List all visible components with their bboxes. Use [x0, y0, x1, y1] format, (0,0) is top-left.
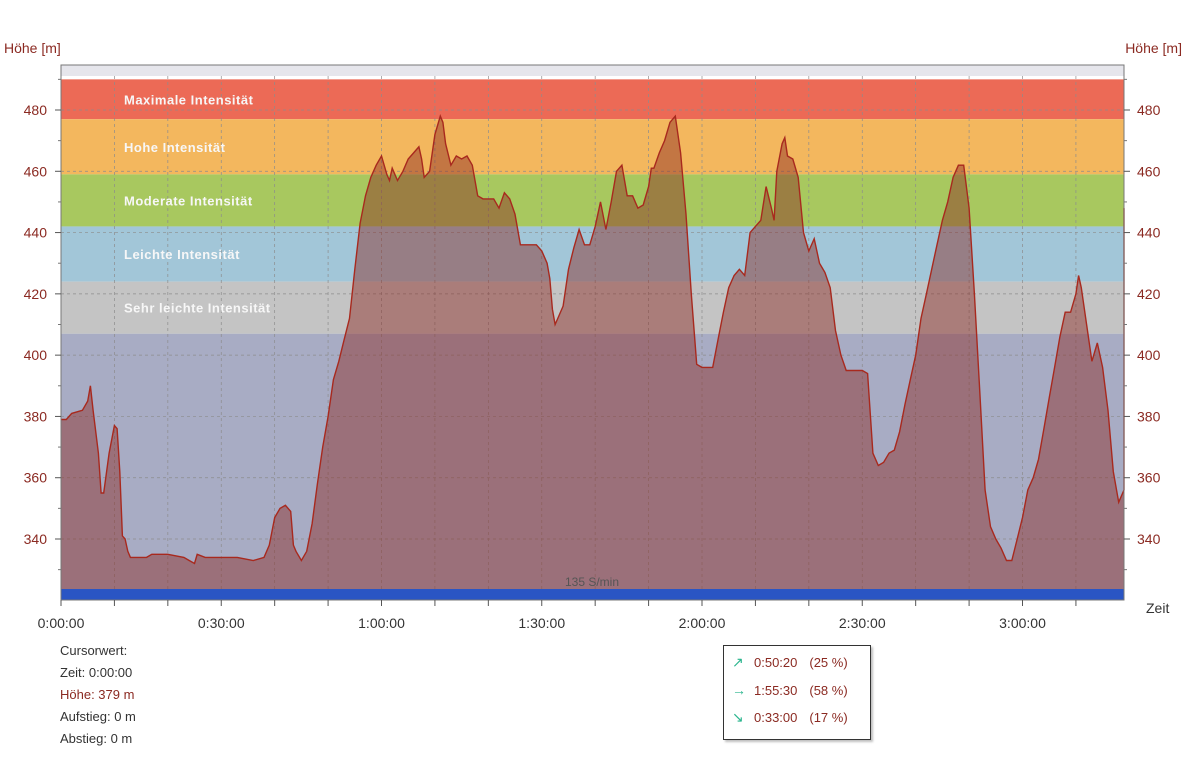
elevation-area	[61, 114, 1125, 589]
y-tick-label-left: 460	[24, 163, 48, 179]
intensity-zone	[61, 79, 1124, 120]
x-tick-label: 3:00:00	[999, 615, 1046, 631]
y-tick-label-right: 360	[1137, 470, 1161, 486]
zone-label: Sehr leichte Intensität	[124, 301, 271, 316]
stats-time: 1:55:30	[754, 683, 798, 698]
plot-frame	[60, 64, 1125, 601]
intensity-zone	[61, 174, 1124, 227]
x-tick-label: 0:00:00	[38, 615, 85, 631]
cursor-height: Höhe: 379 m	[60, 687, 135, 702]
y-tick-label-left: 340	[24, 531, 48, 547]
intensity-zone	[61, 119, 1124, 175]
y-tick-label-right: 400	[1137, 347, 1161, 363]
arrow-up-right-icon: ↗	[732, 654, 744, 670]
intensity-zone	[61, 281, 1124, 334]
x-tick-label: 1:00:00	[358, 615, 405, 631]
y-tick-label-left: 440	[24, 225, 48, 241]
arrow-down-right-icon: ↘	[732, 709, 744, 725]
intensity-zone	[61, 333, 1124, 589]
y-axis-label-right: Höhe [m]	[1125, 40, 1182, 56]
x-tick-label: 1:30:00	[518, 615, 565, 631]
gradient-stats-box: ↗ 0:50:20 (25 %) → 1:55:30 (58 %) ↘ 0:33:00 (1…	[723, 645, 871, 740]
stats-row-flat: → 1:55:30 (58 %)	[732, 682, 848, 698]
y-tick-label-right: 480	[1137, 102, 1161, 118]
elevation-area-fill	[61, 116, 1124, 589]
stats-row-ascent: ↗ 0:50:20 (25 %)	[732, 654, 848, 671]
arrow-right-icon: →	[732, 682, 746, 698]
x-axis-label: Zeit	[1146, 600, 1170, 616]
y-tick-label-left: 400	[24, 347, 48, 363]
x-tick-label: 2:00:00	[679, 615, 726, 631]
x-tick-label: 2:30:00	[839, 615, 886, 631]
y-tick-label-right: 340	[1137, 531, 1161, 547]
zone-labels: Maximale Intensität Hohe Intensität Modera…	[124, 92, 271, 316]
cursor-time: Zeit: 0:00:00	[60, 665, 133, 680]
y-axis-ticks: 340 340 360 360 380 380 400 400 420 420 440 440 460 4…	[24, 78, 1161, 571]
stats-time: 0:33:00	[754, 710, 798, 725]
y-tick-label-left: 420	[24, 286, 48, 302]
zone-label: Maximale Intensität	[124, 92, 254, 107]
cadence-band	[61, 589, 1124, 600]
cursor-panel: Cursorwert: Zeit: 0:00:00 Höhe: 379 m Au…	[60, 640, 136, 750]
grid-lines	[61, 76, 1124, 589]
stats-pct: (17 %)	[809, 710, 848, 725]
y-tick-label-left: 360	[24, 470, 48, 486]
cursor-ascent: Aufstieg: 0 m	[60, 709, 136, 724]
stats-row-descent: ↘ 0:33:00 (17 %)	[732, 709, 848, 726]
stats-time: 0:50:20	[754, 655, 798, 670]
zone-label: Hohe Intensität	[124, 140, 226, 155]
stats-pct: (25 %)	[809, 655, 848, 670]
elevation-line	[61, 114, 1125, 565]
cadence-label: 135 S/min	[565, 575, 619, 589]
y-tick-label-left: 480	[24, 102, 48, 118]
cursor-descent: Abstieg: 0 m	[60, 731, 133, 746]
x-axis-ticks: 0:00:00 0:30:00 1:00:00 1:30:00 2:00:00 2:30:…	[38, 600, 1077, 631]
y-tick-label-right: 440	[1137, 225, 1161, 241]
y-tick-label-left: 380	[24, 408, 48, 424]
cursor-title: Cursorwert:	[60, 643, 128, 658]
y-tick-label-right: 380	[1137, 408, 1161, 424]
cadence-bar: 135 S/min	[61, 575, 1124, 600]
y-tick-label-right: 460	[1137, 163, 1161, 179]
zone-label: Moderate Intensität	[124, 193, 253, 208]
y-axis-label-left: Höhe [m]	[4, 40, 61, 56]
stats-pct: (58 %)	[809, 683, 848, 698]
x-tick-label: 0:30:00	[198, 615, 245, 631]
plot-top-band	[61, 65, 1124, 76]
zone-label: Leichte Intensität	[124, 247, 240, 262]
y-tick-label-right: 420	[1137, 286, 1161, 302]
